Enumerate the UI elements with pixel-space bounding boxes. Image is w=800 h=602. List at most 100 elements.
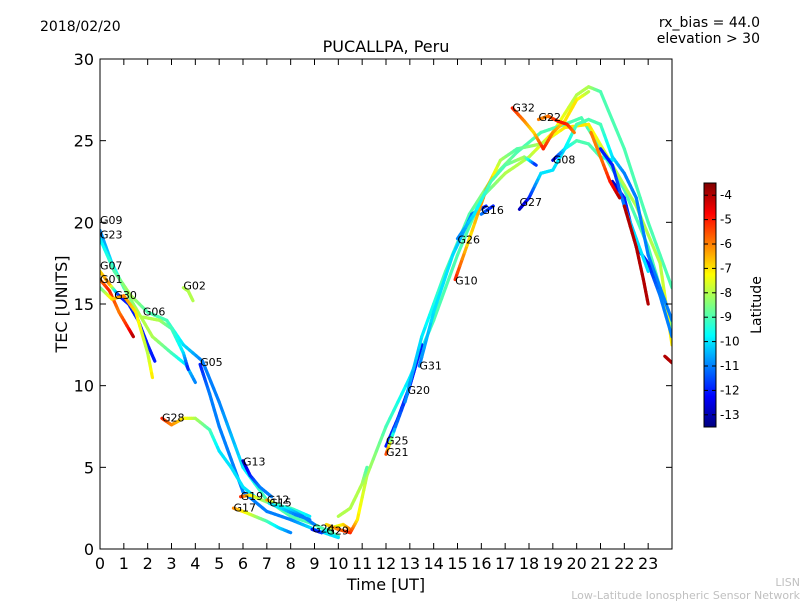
track-segment: [646, 266, 648, 271]
colorbar-tick-label: -8: [720, 286, 732, 300]
y-tick-label: 0: [84, 540, 94, 559]
track-segment: [192, 299, 193, 301]
track-segment: [152, 373, 153, 377]
track-segment: [648, 222, 652, 233]
x-tick-label: 19: [543, 554, 563, 573]
track-segment: [534, 164, 536, 165]
track-segment: [660, 263, 662, 277]
track-segment: [307, 519, 309, 520]
colorbar-tick-label: -4: [720, 188, 732, 202]
y-tick-label: 10: [74, 377, 94, 396]
track-segment: [187, 367, 188, 370]
x-tick-label: 2: [143, 554, 153, 573]
track-segment: [307, 515, 310, 516]
satellite-label: G28: [162, 412, 185, 425]
satellite-label: G01: [100, 273, 123, 286]
satellite-track-g29: [326, 87, 672, 533]
track-segment: [223, 413, 227, 424]
track-segment: [647, 300, 648, 304]
satellite-label: G30: [114, 289, 137, 302]
track-segment: [422, 326, 426, 337]
satellite-label: G21: [386, 446, 409, 459]
footer-abbr: LISN: [571, 576, 800, 589]
track-segment: [573, 131, 574, 132]
track-segment: [231, 435, 235, 446]
satellite-label: G29: [326, 524, 349, 537]
satellite-label: G10: [455, 274, 478, 287]
satellite-track-g20: [405, 118, 672, 402]
x-tick-label: 16: [471, 554, 491, 573]
plot-frame: [100, 59, 672, 549]
track-segment: [194, 379, 196, 382]
x-tick-label: 20: [566, 554, 586, 573]
x-tick-label: 10: [328, 554, 348, 573]
rx-bias-label: rx_bias = 44.0: [659, 15, 760, 31]
track-segment: [219, 402, 223, 413]
x-tick-label: 8: [286, 554, 296, 573]
satellite-label: G05: [200, 356, 223, 369]
y-tick-label: 30: [74, 50, 94, 69]
x-tick-label: 1: [119, 554, 129, 573]
footer: LISN Low-Latitude Ionospheric Sensor Net…: [571, 576, 800, 602]
footer-network: Low-Latitude Ionospheric Sensor Network: [571, 589, 800, 602]
satellite-label: G22: [539, 111, 562, 124]
y-axis-label: TEC [UNITS]: [52, 256, 71, 354]
x-tick-label: 9: [309, 554, 319, 573]
satellite-track: [665, 356, 672, 363]
x-tick-label: 13: [400, 554, 420, 573]
satellite-label: G08: [553, 154, 576, 167]
satellite-label: G20: [407, 384, 430, 397]
x-tick-label: 6: [238, 554, 248, 573]
satellite-label: G06: [143, 305, 166, 318]
colorbar-tick-label: -6: [720, 237, 732, 251]
colorbar-tick-label: -13: [720, 408, 740, 422]
date-label: 2018/02/20: [40, 19, 121, 35]
x-tick-label: 7: [262, 554, 272, 573]
track-segment: [454, 255, 458, 266]
elevation-label: elevation > 30: [657, 31, 760, 47]
track-segment: [664, 266, 668, 277]
satellite-label: G07: [100, 260, 123, 273]
x-tick-label: 12: [376, 554, 396, 573]
y-tick-label: 5: [84, 458, 94, 477]
x-tick-label: 5: [214, 554, 224, 573]
track-segment: [289, 532, 291, 533]
track-segment: [668, 277, 672, 288]
x-tick-label: 11: [352, 554, 372, 573]
chart-title: PUCALLPA, Peru: [323, 37, 450, 56]
colorbar-tick-label: -7: [720, 261, 732, 275]
track-segment: [366, 467, 367, 470]
colorbar-tick-label: -5: [720, 213, 732, 227]
satellite-track: [591, 133, 620, 198]
x-tick-label: 14: [423, 554, 443, 573]
x-axis-label: Time [UT]: [346, 575, 425, 594]
track-segment: [154, 358, 155, 361]
colorbar-label: Latitude: [749, 276, 765, 334]
y-tick-label: 15: [74, 295, 94, 314]
data-series-layer: [100, 87, 672, 538]
satellite-track-g01: [100, 280, 133, 337]
track-segment: [662, 277, 664, 291]
x-tick-label: 3: [166, 554, 176, 573]
track-segment: [133, 335, 134, 336]
y-tick-label: 20: [74, 213, 94, 232]
x-tick-label: 15: [447, 554, 467, 573]
y-tick-label: 25: [74, 132, 94, 151]
satellite-label: G26: [458, 234, 481, 247]
satellite-label: G02: [183, 279, 206, 292]
satellite-label: G32: [512, 101, 535, 114]
satellite-label: G13: [243, 456, 266, 469]
track-segment: [632, 173, 636, 185]
x-tick-label: 18: [519, 554, 539, 573]
track-segment: [587, 92, 589, 93]
x-tick-label: 23: [638, 554, 658, 573]
satellite-track-g23: [100, 239, 338, 536]
track-segment: [618, 195, 620, 198]
x-tick-label: 0: [95, 554, 105, 573]
x-tick-label: 17: [495, 554, 515, 573]
satellite-label: G09: [100, 214, 123, 227]
colorbar-tick-label: -12: [720, 383, 740, 397]
track-segment: [235, 446, 239, 457]
